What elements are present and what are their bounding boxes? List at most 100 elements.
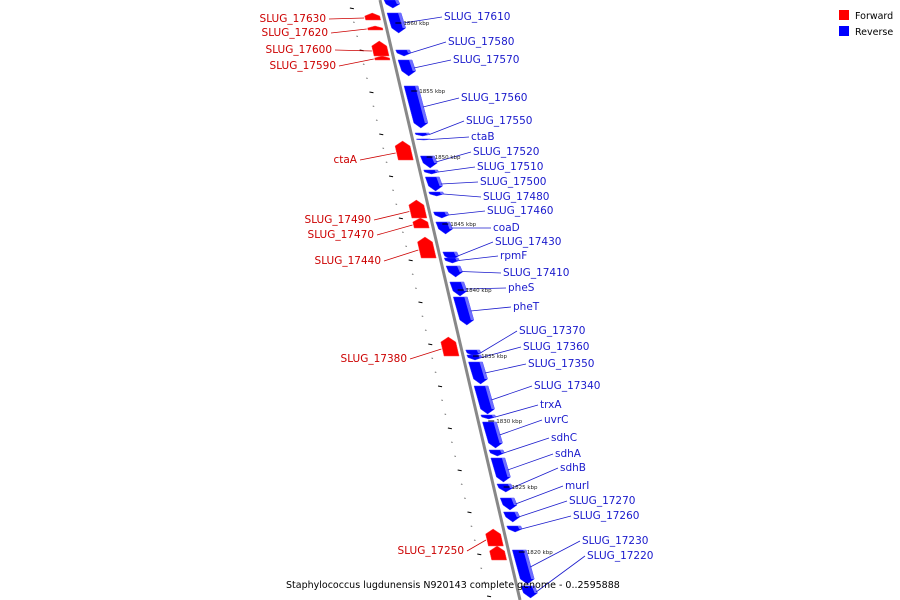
reverse-gene-label[interactable]: SLUG_17550 [466, 115, 532, 127]
reverse-gene-label[interactable]: SLUG_17510 [477, 161, 543, 173]
forward-gene-glyph[interactable] [367, 25, 384, 31]
reverse-gene-label[interactable]: SLUG_17520 [473, 146, 539, 158]
tick-dot [441, 399, 443, 401]
forward-gene-label[interactable]: SLUG_17250 [398, 545, 464, 557]
reverse-gene-label[interactable]: SLUG_17340 [534, 380, 600, 392]
tick-dot [447, 427, 452, 430]
forward-gene-label[interactable]: SLUG_17470 [308, 229, 374, 241]
forward-gene-glyph[interactable] [364, 12, 381, 21]
forward-gene-label[interactable]: SLUG_17620 [262, 27, 328, 39]
reverse-gene-highlight [415, 86, 428, 123]
forward-gene-label[interactable]: ctaA [333, 154, 357, 166]
reverse-gene-highlight [464, 297, 474, 320]
tick-dot [395, 203, 398, 205]
scale-label: 1860 kbp [403, 21, 429, 27]
reverse-gene-label[interactable]: murI [565, 480, 589, 492]
tick-dot [408, 259, 413, 262]
reverse-gene-label[interactable]: ctaB [471, 131, 495, 143]
genome-caption: Staphylococcus lugdunensis N920143 compl… [286, 580, 620, 591]
reverse-gene-glyph[interactable] [383, 0, 401, 9]
reverse-gene-label[interactable]: coaD [493, 222, 520, 234]
reverse-gene-label[interactable]: sdhB [560, 462, 586, 474]
tick-dot [444, 413, 447, 415]
reverse-gene-leader [403, 16, 443, 24]
tick-dot [382, 147, 385, 149]
forward-gene-label[interactable]: SLUG_17440 [315, 255, 381, 267]
legend-reverse-label: Reverse [855, 27, 893, 38]
tick-dot [434, 371, 437, 373]
forward-gene-glyph[interactable] [374, 55, 391, 61]
reverse-gene-label[interactable]: uvrC [544, 414, 569, 426]
reverse-gene-highlight [453, 252, 459, 256]
reverse-gene-leader [413, 59, 452, 69]
reverse-gene-label[interactable]: SLUG_17480 [483, 191, 549, 203]
tick-dot [369, 91, 374, 94]
reverse-gene-label[interactable]: SLUG_17610 [444, 11, 510, 23]
reverse-gene-leader [503, 437, 550, 454]
reverse-gene-leader [465, 287, 507, 290]
legend-forward-swatch [839, 10, 849, 20]
tick-dot [483, 581, 486, 583]
reverse-gene-label[interactable]: pheT [513, 301, 540, 313]
scale-label: 1835 kbp [481, 354, 507, 360]
reverse-gene-label[interactable]: pheS [508, 282, 535, 294]
reverse-gene-label[interactable]: sdhA [555, 448, 582, 460]
genome-backbone [378, 0, 522, 600]
tick-dot [457, 469, 462, 472]
reverse-gene-label[interactable]: rpmF [500, 250, 527, 262]
reverse-gene-label[interactable]: SLUG_17410 [503, 267, 569, 279]
reverse-gene-label[interactable]: SLUG_17270 [569, 495, 635, 507]
forward-gene-label[interactable]: SLUG_17490 [305, 214, 371, 226]
reverse-gene-label[interactable]: SLUG_17570 [453, 54, 519, 66]
forward-gene-glyph[interactable] [394, 140, 414, 161]
forward-gene-glyph[interactable] [440, 336, 460, 357]
reverse-gene-label[interactable]: SLUG_17430 [495, 236, 561, 248]
forward-gene-glyph[interactable] [417, 236, 437, 259]
reverse-gene-leader [422, 97, 460, 108]
forward-gene-label[interactable]: SLUG_17630 [260, 13, 326, 25]
reverse-gene-leader [448, 210, 486, 216]
forward-gene-glyph[interactable] [408, 199, 428, 219]
tick-dot [415, 287, 417, 289]
reverse-gene-leader [515, 485, 564, 505]
forward-gene-glyph[interactable] [489, 545, 507, 561]
tick-dot [349, 7, 354, 10]
forward-gene-label[interactable]: SLUG_17380 [341, 353, 407, 365]
forward-gene-label[interactable]: SLUG_17600 [266, 44, 332, 56]
tick-dot [467, 511, 472, 514]
tick-dot [385, 161, 388, 163]
tick-dot [398, 217, 403, 220]
tick-dots [349, 7, 492, 598]
reverse-gene-label[interactable]: SLUG_17260 [573, 510, 639, 522]
reverse-gene-label[interactable]: SLUG_17560 [461, 92, 527, 104]
forward-gene-label[interactable]: SLUG_17590 [270, 60, 336, 72]
forward-gene-glyph[interactable] [371, 40, 390, 57]
reverse-gene-highlight [514, 512, 520, 517]
reverse-gene-label[interactable]: SLUG_17500 [480, 176, 546, 188]
reverse-gene-label[interactable]: SLUG_17360 [523, 341, 589, 353]
reverse-gene-leader [457, 241, 494, 257]
reverse-gene-highlight [426, 133, 430, 135]
scale-label: 1845 kbp [450, 222, 476, 228]
reverse-gene-label[interactable]: SLUG_17580 [448, 36, 514, 48]
legend: Forward Reverse [839, 10, 893, 38]
forward-gene-leader [409, 348, 442, 360]
reverse-gene-label[interactable]: SLUG_17350 [528, 358, 594, 370]
reverse-gene-label[interactable]: SLUG_17460 [487, 205, 553, 217]
forward-gene-glyph[interactable] [485, 528, 504, 547]
reverse-gene-label[interactable]: trxA [540, 399, 562, 411]
reverse-gene-leader [499, 419, 543, 436]
tick-dot [418, 301, 423, 304]
reverse-gene-highlight [523, 550, 535, 579]
reverse-gene-highlight [444, 212, 449, 215]
reverse-gene-label[interactable]: SLUG_17220 [587, 550, 653, 562]
reverse-gene-highlight [434, 170, 439, 172]
reverse-gene-label[interactable]: SLUG_17370 [519, 325, 585, 337]
reverse-gene-label[interactable]: SLUG_17230 [582, 535, 648, 547]
forward-gene-glyph[interactable] [412, 217, 430, 229]
tick-dot [362, 63, 365, 65]
reverse-gene-label[interactable]: sdhC [551, 432, 577, 444]
reverse-gene-leader [484, 363, 527, 374]
scale-label: 1820 kbp [527, 550, 553, 556]
reverse-gene-highlight [457, 266, 463, 272]
